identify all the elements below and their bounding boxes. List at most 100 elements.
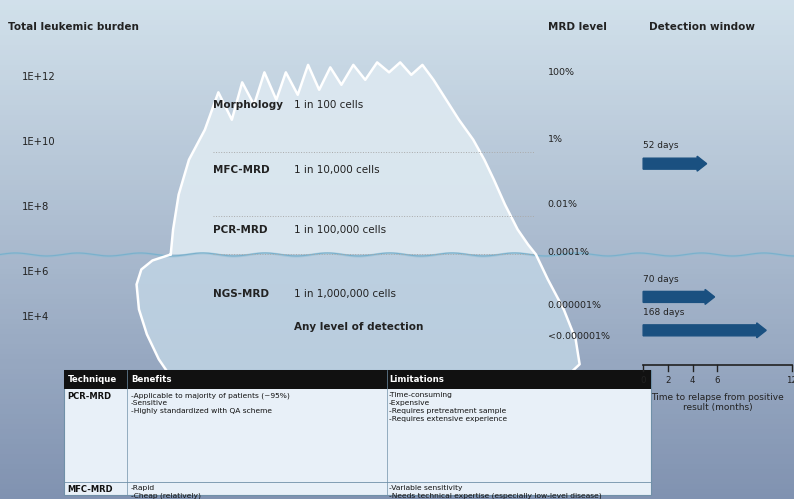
Bar <box>0 200 794 205</box>
FancyArrow shape <box>643 323 766 338</box>
Bar <box>0 379 794 384</box>
Bar <box>0 140 794 145</box>
Bar <box>0 100 794 105</box>
Bar <box>0 240 794 245</box>
Bar <box>0 40 794 45</box>
Bar <box>64 370 651 495</box>
Bar <box>0 120 794 125</box>
Bar <box>0 180 794 185</box>
Text: 100%: 100% <box>548 68 575 77</box>
Text: -Highly standardized with QA scheme: -Highly standardized with QA scheme <box>131 408 272 414</box>
Bar <box>0 489 794 494</box>
Bar <box>0 215 794 220</box>
Bar <box>0 254 794 259</box>
Bar <box>0 484 794 489</box>
Text: <0.000001%: <0.000001% <box>548 332 610 341</box>
Bar <box>0 439 794 444</box>
Bar <box>0 289 794 294</box>
Text: 1 in 1,000,000 cells: 1 in 1,000,000 cells <box>294 289 395 299</box>
Text: -Requires pretreatment sample: -Requires pretreatment sample <box>389 408 507 414</box>
Bar <box>0 309 794 314</box>
Polygon shape <box>137 254 580 387</box>
Bar <box>0 245 794 250</box>
Bar <box>0 424 794 429</box>
Text: -Expensive: -Expensive <box>389 400 430 406</box>
Bar <box>0 364 794 369</box>
Text: 1 in 100,000 cells: 1 in 100,000 cells <box>294 225 386 235</box>
Text: Detection window: Detection window <box>649 22 755 32</box>
Bar <box>0 20 794 25</box>
Bar <box>0 409 794 414</box>
Text: 1 in 100 cells: 1 in 100 cells <box>294 100 363 110</box>
Text: 0: 0 <box>641 376 646 385</box>
Bar <box>0 235 794 240</box>
Bar <box>0 10 794 15</box>
Text: -Requires extensive experience: -Requires extensive experience <box>389 416 507 422</box>
Bar <box>0 294 794 299</box>
Text: PCR-MRD: PCR-MRD <box>67 392 112 401</box>
Text: Time to relapse from positive
result (months): Time to relapse from positive result (mo… <box>651 393 784 412</box>
Text: Morphology: Morphology <box>213 100 283 110</box>
Bar <box>0 30 794 35</box>
Bar <box>0 205 794 210</box>
Text: -Sensitive: -Sensitive <box>131 400 168 406</box>
Bar <box>0 304 794 309</box>
Text: 6: 6 <box>715 376 720 385</box>
Bar <box>0 210 794 215</box>
Text: Total leukemic burden: Total leukemic burden <box>8 22 139 32</box>
Text: -Cheap (relatively): -Cheap (relatively) <box>131 493 201 499</box>
Bar <box>0 185 794 190</box>
Bar <box>0 15 794 20</box>
Bar <box>0 110 794 115</box>
Text: 4: 4 <box>690 376 696 385</box>
Bar <box>0 115 794 120</box>
Bar <box>0 135 794 140</box>
Bar <box>0 75 794 80</box>
Bar <box>0 459 794 464</box>
Text: -Applicable to majority of patients (~95%): -Applicable to majority of patients (~95… <box>131 392 290 399</box>
Bar <box>0 160 794 165</box>
Bar <box>0 329 794 334</box>
Bar <box>0 274 794 279</box>
Text: 0.01%: 0.01% <box>548 200 578 209</box>
Text: PCR-MRD: PCR-MRD <box>213 225 268 235</box>
Bar <box>0 384 794 389</box>
Text: 70 days: 70 days <box>643 275 679 284</box>
Bar <box>0 479 794 484</box>
Text: 1E+6: 1E+6 <box>22 267 49 277</box>
Bar <box>0 404 794 409</box>
Bar <box>0 344 794 349</box>
Bar <box>0 394 794 399</box>
Text: -Needs technical expertise (especially low-level disease): -Needs technical expertise (especially l… <box>389 493 602 499</box>
Bar <box>0 369 794 374</box>
Bar <box>0 170 794 175</box>
Bar <box>0 95 794 100</box>
Bar <box>0 25 794 30</box>
Bar <box>0 399 794 404</box>
Bar <box>0 0 794 5</box>
Text: -Rapid: -Rapid <box>131 485 155 491</box>
Bar <box>0 464 794 469</box>
Bar <box>0 474 794 479</box>
Bar <box>0 125 794 130</box>
Bar <box>0 299 794 304</box>
FancyArrow shape <box>643 156 707 171</box>
Bar <box>0 494 794 499</box>
Bar <box>0 434 794 439</box>
Bar <box>0 175 794 180</box>
Text: 1E+4: 1E+4 <box>22 312 49 322</box>
Text: 168 days: 168 days <box>643 308 684 317</box>
Text: MRD level: MRD level <box>548 22 607 32</box>
Bar <box>64 370 651 389</box>
FancyArrow shape <box>643 289 715 304</box>
Text: 0.000001%: 0.000001% <box>548 301 602 310</box>
Text: 1%: 1% <box>548 135 563 144</box>
Text: MFC-MRD: MFC-MRD <box>67 485 113 494</box>
Bar <box>0 50 794 55</box>
Bar <box>0 55 794 60</box>
Bar <box>0 35 794 40</box>
Bar <box>0 45 794 50</box>
Bar <box>0 225 794 230</box>
Bar <box>0 444 794 449</box>
Text: 1E+10: 1E+10 <box>22 137 56 147</box>
